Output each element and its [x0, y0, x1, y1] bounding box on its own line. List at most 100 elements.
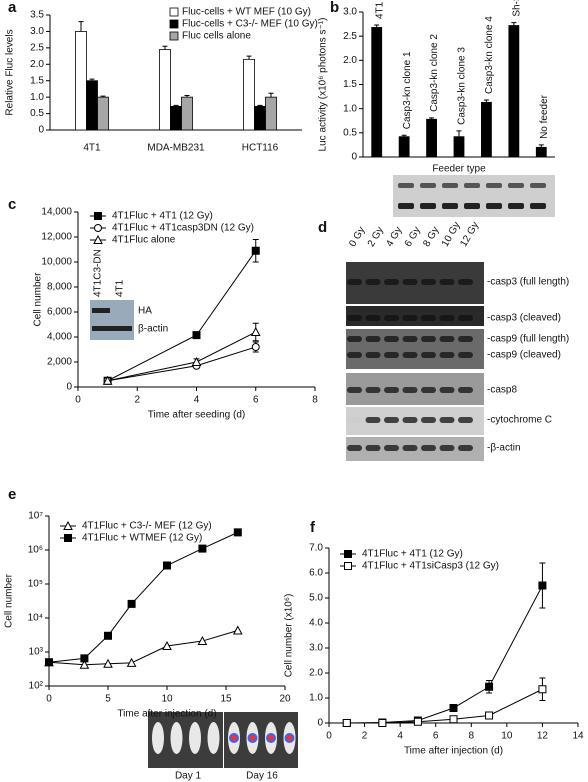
marker	[449, 715, 458, 724]
panel-label: d	[318, 219, 327, 236]
legend-swatch	[169, 7, 179, 17]
blot-band	[398, 183, 414, 188]
marker	[485, 711, 494, 720]
error-bar	[538, 144, 544, 148]
y-tick-label: 0	[317, 718, 323, 729]
marker	[538, 581, 547, 590]
blot-band	[347, 445, 362, 451]
bar	[97, 96, 109, 131]
y-tick-label: 0	[38, 125, 44, 136]
y-tick-label: 10²	[29, 681, 44, 692]
blot-band	[402, 352, 418, 358]
marker	[198, 544, 207, 553]
legend-marker	[94, 224, 102, 232]
line	[346, 688, 543, 724]
marker	[104, 631, 112, 640]
legend-marker	[64, 534, 72, 542]
bar	[508, 25, 520, 158]
x-tick-label: Sh-Scramble	[511, 0, 522, 17]
legend-swatch	[169, 19, 179, 29]
line	[48, 531, 239, 663]
blot-band	[464, 203, 480, 209]
y-tick-label: 4.0	[309, 618, 323, 629]
marker	[127, 599, 136, 608]
x-tick-label: 20	[279, 694, 291, 705]
y-tick-label: 2.0	[30, 59, 44, 70]
blot-band	[458, 352, 473, 358]
marker	[162, 640, 172, 651]
marker	[80, 654, 89, 663]
bar	[265, 96, 277, 131]
marker	[232, 625, 243, 635]
x-tick-label: 4	[194, 395, 200, 406]
blot-image	[393, 175, 555, 217]
y-axis-label: Cell number	[4, 573, 15, 628]
error-bar	[257, 104, 263, 107]
error-bar	[100, 95, 106, 98]
blot-band	[384, 445, 399, 451]
lane-label: 4 Gy	[384, 225, 404, 249]
blot-band	[421, 279, 436, 285]
blot-band	[421, 336, 436, 342]
y-tick-label: 0	[66, 382, 72, 393]
y-tick-label: 10⁴	[28, 613, 43, 624]
legend-label: 4T1Fluc alone	[112, 235, 176, 246]
blot-band	[458, 445, 473, 451]
band-label: -casp8	[487, 385, 517, 396]
y-tick-label: 12,000	[41, 232, 72, 243]
blot-band	[458, 315, 473, 321]
blot-band	[508, 203, 524, 209]
blot-band	[486, 203, 502, 209]
x-tick-label: 4	[397, 731, 403, 742]
y-axis-label: Cell number	[33, 272, 44, 327]
marker	[378, 719, 387, 727]
blot-band	[384, 352, 399, 358]
y-tick-label: 3.0	[343, 7, 357, 18]
blot-band	[402, 315, 418, 321]
bar	[426, 118, 437, 158]
marker	[163, 561, 171, 570]
legend-label: Fluc cells alone	[182, 31, 251, 42]
x-tick-label: 4T1	[374, 1, 385, 19]
blot-band	[365, 352, 381, 358]
lane-label: 4T1	[115, 279, 126, 297]
blot-band	[421, 445, 436, 451]
x-tick-label: MDA-MB231	[147, 143, 205, 154]
band-label: -casp3 (full length)	[487, 277, 569, 288]
blot-image	[90, 300, 134, 340]
blot-image	[346, 329, 484, 369]
blot-band	[384, 387, 399, 393]
marker	[126, 657, 137, 667]
x-tick-label: 5	[105, 694, 111, 705]
line	[48, 629, 238, 666]
band-label: HA	[138, 306, 152, 317]
x-tick-label: 0	[75, 395, 81, 406]
x-axis-label: Feeder type	[432, 164, 486, 175]
blot-band	[365, 315, 381, 321]
blot-band	[530, 183, 546, 188]
error-bar	[268, 92, 274, 98]
panel-label: b	[330, 0, 339, 16]
blot-band	[421, 315, 436, 321]
x-tick-label: Casp3-kn clone 4	[484, 16, 495, 94]
blot-band	[439, 336, 455, 342]
y-axis-label: Cell number (x10⁶)	[284, 594, 295, 678]
y-tick-label: 7.0	[309, 543, 323, 554]
blot-band	[384, 279, 399, 285]
blot-band	[442, 203, 458, 209]
legend-label: 4T1Fluc + 4T1casp3DN (12 Gy)	[112, 223, 254, 234]
error-bar	[511, 22, 517, 26]
lane-label: 12 Gy	[458, 220, 481, 249]
blot-band	[365, 387, 381, 393]
y-axis-label: Relative Fluc levels	[5, 29, 16, 115]
legend-label: 4T1Fluc + 4T1 (12 Gy)	[112, 211, 213, 222]
bar	[170, 105, 182, 131]
x-tick-label: 10	[501, 731, 513, 742]
y-tick-label: 2.0	[309, 668, 323, 679]
mouse	[207, 722, 220, 754]
marker	[449, 704, 458, 712]
blot-band	[402, 387, 418, 393]
bar	[181, 96, 193, 131]
y-tick-label: 10⁷	[28, 511, 43, 522]
bar	[243, 58, 255, 131]
